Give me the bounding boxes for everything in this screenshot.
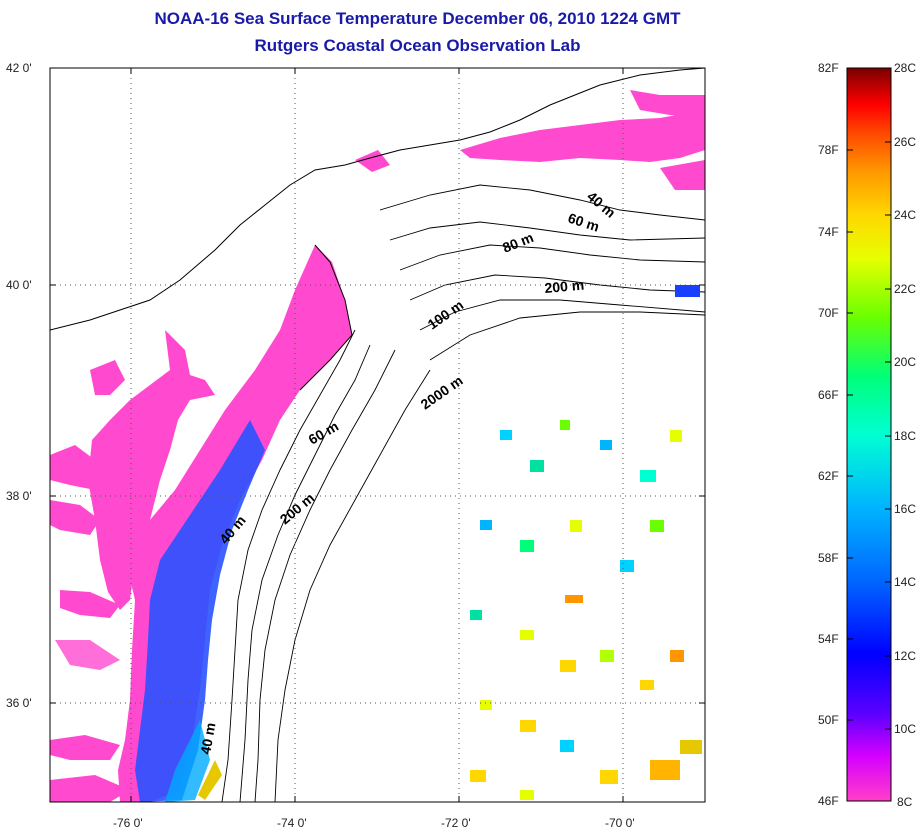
- colorbar-label-c: 8C: [897, 795, 913, 809]
- colorbar-label-c: 18C: [894, 429, 917, 443]
- colorbar-label-c: 24C: [894, 208, 917, 222]
- isobath-label: 40 m: [197, 721, 218, 755]
- colorbar-ticks: [847, 141, 891, 730]
- colorbar-label-c: 20C: [894, 355, 917, 369]
- colorbar-label-f: 82F: [818, 61, 839, 75]
- colorbar-label-c: 16C: [894, 502, 917, 516]
- lon-label: -74 0': [277, 816, 307, 830]
- colorbar-label-c: 26C: [894, 135, 917, 149]
- colorbar-label-f: 50F: [818, 713, 839, 727]
- colorbar-label-f: 78F: [818, 143, 839, 157]
- isobath-label: 200 m: [544, 277, 585, 296]
- colorbar-label-f: 74F: [818, 225, 839, 239]
- isobaths: [221, 184, 705, 802]
- colorbar-label-f: 70F: [818, 306, 839, 320]
- colorbar-label-c: 10C: [894, 722, 917, 736]
- colorbar-label-c: 28C: [894, 61, 917, 75]
- colorbar-label-c: 22C: [894, 282, 917, 296]
- frame-ticks: [50, 67, 705, 802]
- offshore-sst-patches: [470, 285, 702, 800]
- lon-label: -72 0': [441, 816, 471, 830]
- colorbar-label-f: 66F: [818, 388, 839, 402]
- graticule: [50, 68, 705, 802]
- colorbar-label-f: 46F: [818, 794, 839, 808]
- colorbar-label-c: 12C: [894, 649, 917, 663]
- chart-subtitle: Rutgers Coastal Ocean Observation Lab: [254, 36, 581, 55]
- colorbar: [846, 67, 892, 802]
- lat-label: 40 0': [6, 278, 32, 292]
- colorbar-label-c: 14C: [894, 575, 917, 589]
- chesapeake-bay: [88, 330, 215, 610]
- colorbar-label-f: 62F: [818, 469, 839, 483]
- colorbar-label-f: 54F: [818, 632, 839, 646]
- map-area: 40 m 60 m 80 m 200 m 100 m 2000 m 60 m 4…: [50, 68, 705, 802]
- coastline: [50, 68, 705, 331]
- long-island-sound: [460, 110, 705, 162]
- lat-label: 38 0': [6, 489, 32, 503]
- map-frame: [49, 67, 706, 803]
- coastal-sst-blue: [135, 420, 265, 802]
- lat-label: 42 0': [6, 61, 32, 75]
- lon-label: -70 0': [605, 816, 635, 830]
- lon-label: -76 0': [113, 816, 143, 830]
- chart-title: NOAA-16 Sea Surface Temperature December…: [154, 9, 681, 28]
- lat-label: 36 0': [6, 696, 32, 710]
- colorbar-label-f: 58F: [818, 551, 839, 565]
